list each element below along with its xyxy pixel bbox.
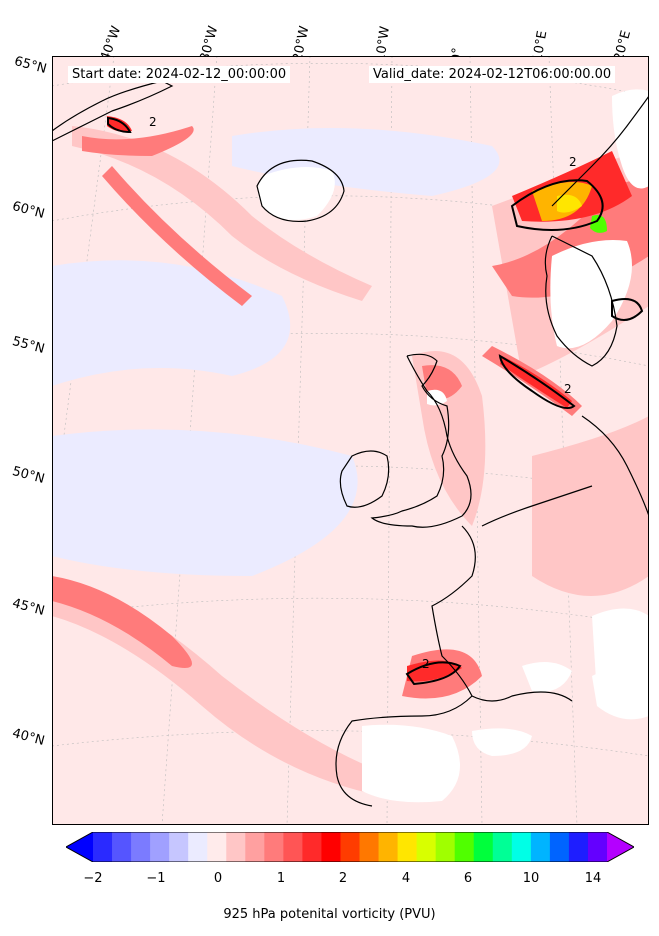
contour-2pvu [107,116,644,686]
colorbar-segment [568,832,589,862]
colorbar-segment [340,832,361,862]
start-date-label: Start date: 2024-02-12_00:00:00 [68,66,291,83]
contour-label: 2 [149,115,157,129]
lat-label-40n: 40°N [10,726,47,749]
cbar-tick-14: 14 [584,871,602,886]
colorbar-segment [454,832,475,862]
colorbar-segment [587,832,608,862]
colorbar-segment [511,832,532,862]
colorbar-segment [245,832,265,862]
colorbar-segment [207,832,227,862]
colorbar-segment [492,832,513,862]
colorbar-segment [264,832,284,862]
cbar-tick-neg1: −1 [146,871,166,886]
colorbar-segment [397,832,418,862]
colorbar-extend-min [66,832,93,862]
colorbar-segment [473,832,494,862]
cbar-tick-6: 6 [463,871,473,886]
lat-label-55n: 55°N [10,334,47,357]
colorbar-title: 925 hPa potenital vorticity (PVU) [223,907,436,922]
colorbar-segment [131,832,151,862]
colorbar [66,832,634,862]
cbar-tick-10: 10 [522,871,540,886]
colorbar-segment [302,832,322,862]
cbar-tick-2: 2 [338,871,348,886]
valid-date-label: Valid_date: 2024-02-12T06:00:00.00 [369,66,616,83]
colorbar-segment [112,832,132,862]
colorbar-segment [188,832,208,862]
colorbar-segment [169,832,189,862]
pv-map-canvas: 2 2 2 2 [52,56,649,825]
masked-areas [258,89,649,803]
contour-label: 2 [569,155,577,169]
contour-label: 2 [422,657,430,671]
colorbar-extend-max [607,832,634,862]
colorbar-segment [549,832,570,862]
coastlines [52,80,649,807]
colorbar-segment [530,832,551,862]
colorbar-segment [283,832,303,862]
cbar-tick-neg2: −2 [83,871,103,886]
colorbar-segment [378,832,399,862]
colorbar-segment [321,832,341,862]
colorbar-segment [435,832,456,862]
lat-label-60n: 60°N [10,199,47,222]
colorbar-segment [416,832,437,862]
map-border [52,56,649,825]
lat-label-50n: 50°N [10,464,47,487]
contour-labels: 2 2 2 2 [149,115,577,671]
colorbar-segment [359,832,380,862]
lat-label-45n: 45°N [10,596,47,619]
cbar-tick-0: 0 [213,871,223,886]
lat-label-65n: 65°N [12,54,49,77]
contour-label: 2 [564,382,572,396]
colorbar-segment [93,832,113,862]
colorbar-segment [150,832,170,862]
cbar-tick-1: 1 [276,871,286,886]
colorbar-segment [226,832,246,862]
cbar-tick-4: 4 [401,871,411,886]
pv-map: 2 2 2 2 [52,56,649,825]
